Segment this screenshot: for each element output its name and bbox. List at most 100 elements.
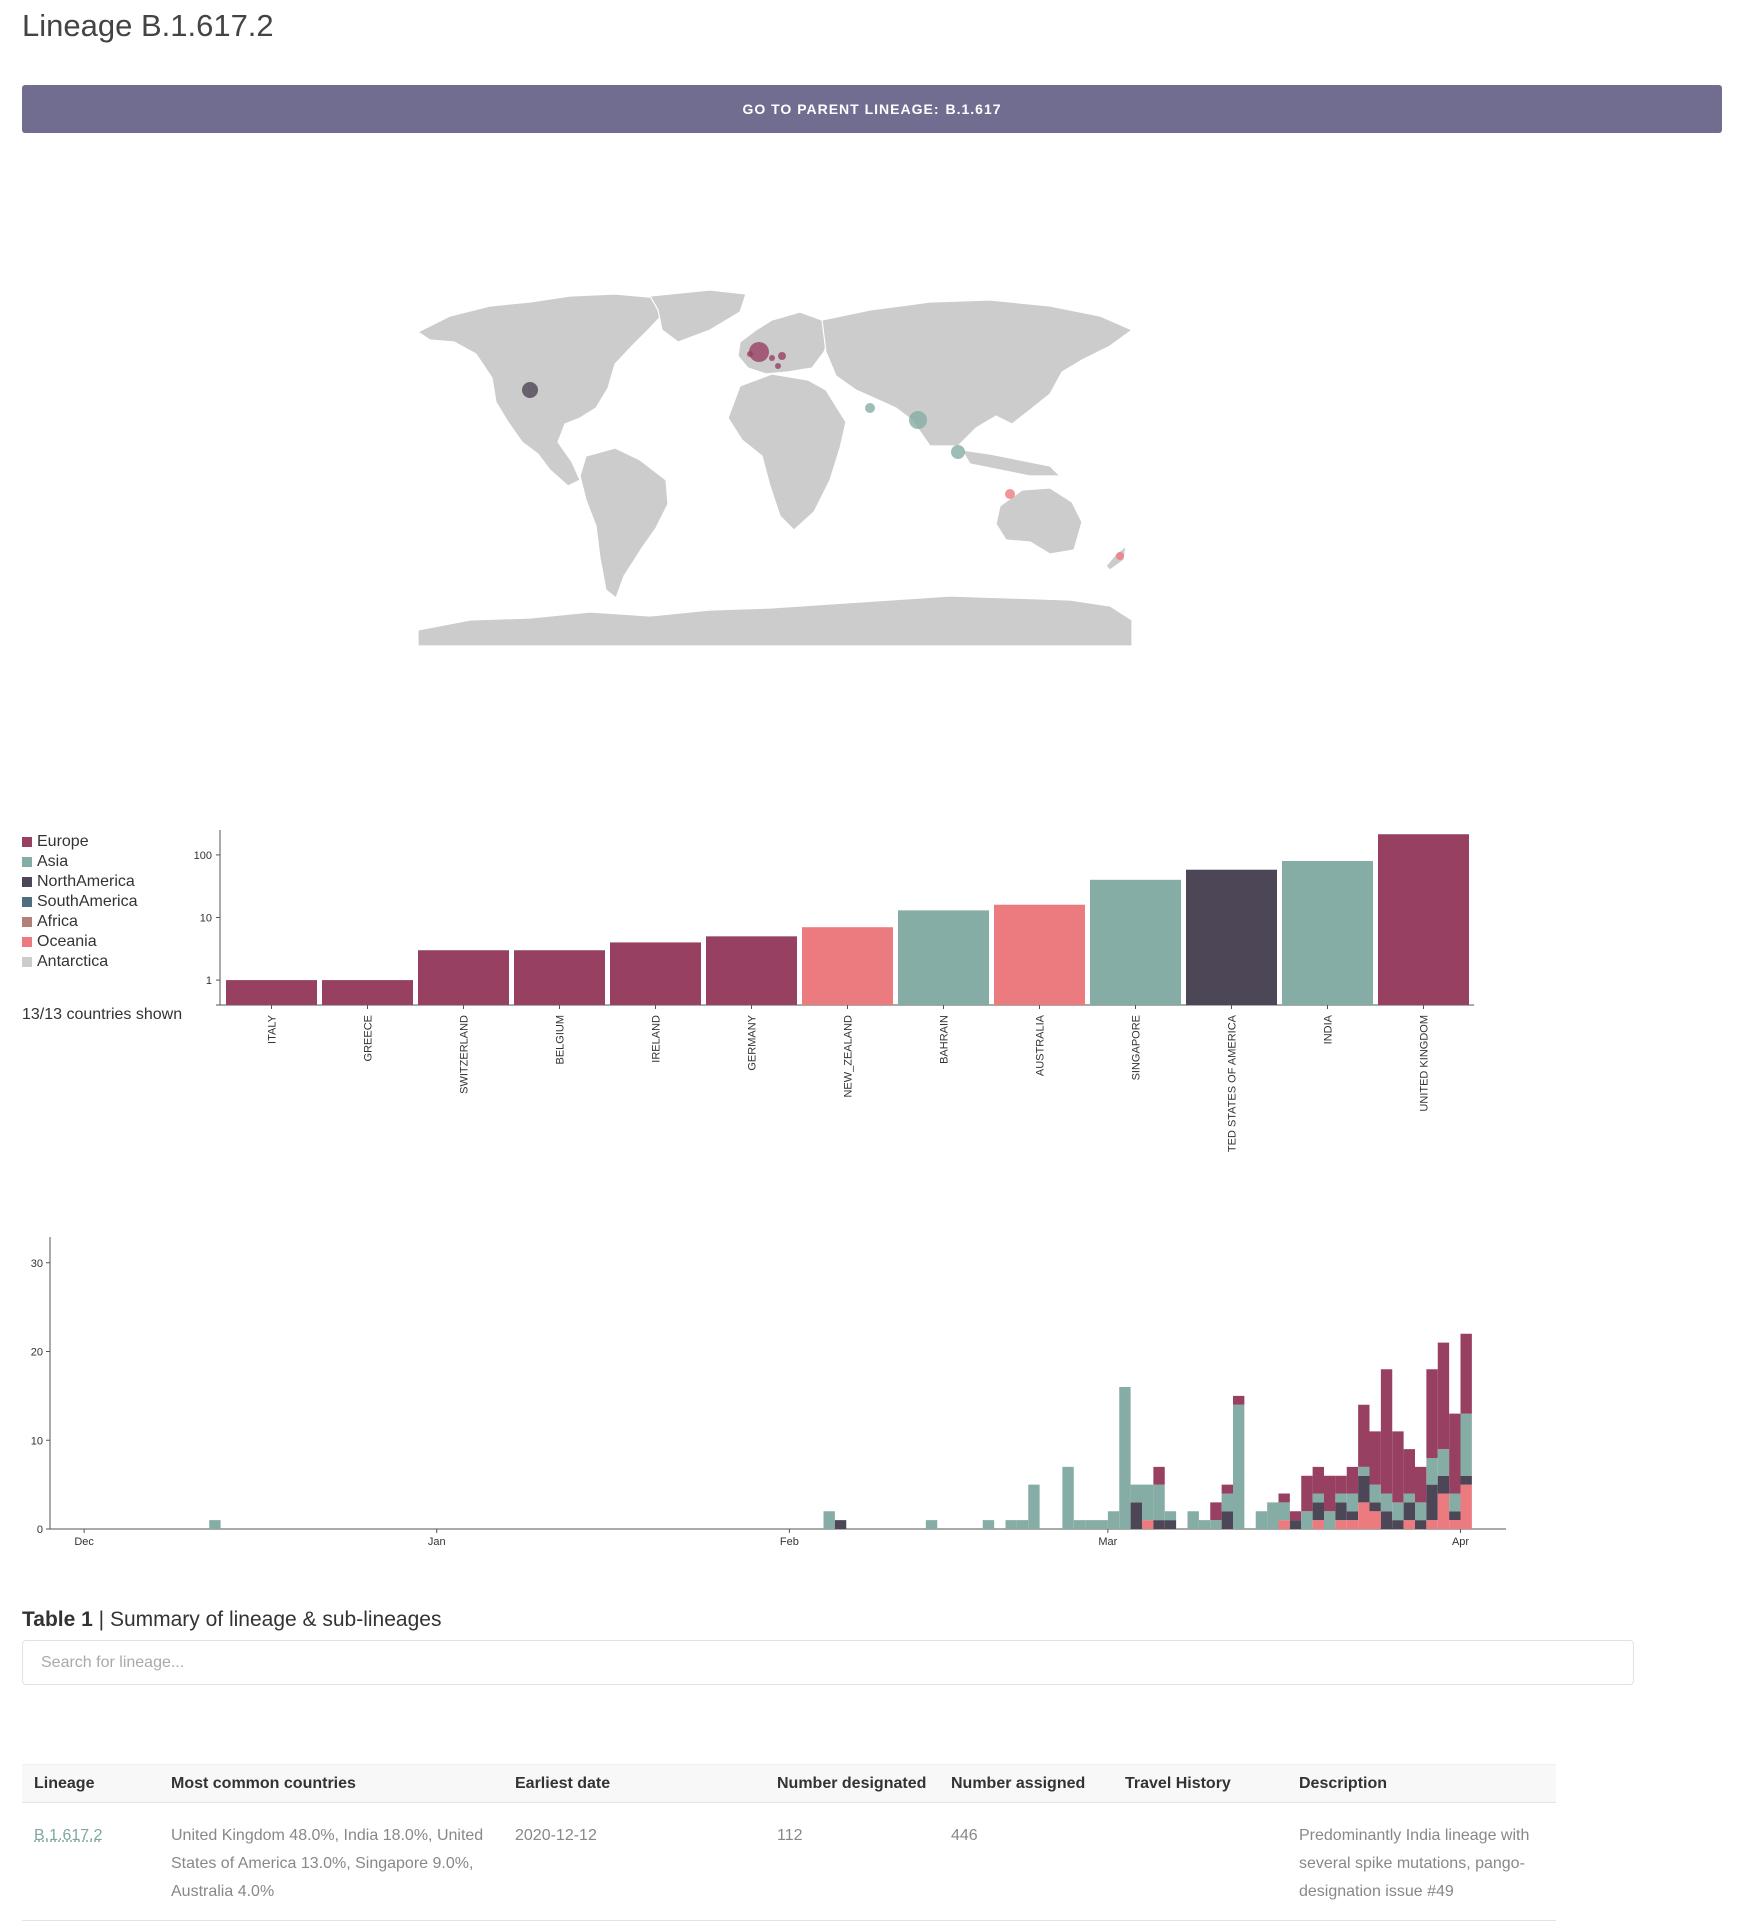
timeseries-bar-europe[interactable] (1392, 1431, 1404, 1503)
bar-ted-states-of-america[interactable] (1186, 869, 1277, 1005)
bar-new-zealand[interactable] (802, 927, 893, 1005)
column-header-earliest-date[interactable]: Earliest date (503, 1764, 765, 1803)
timeseries-bar-asia[interactable] (1392, 1502, 1404, 1521)
column-header-designated[interactable]: Number designated (765, 1764, 939, 1803)
map-point-australia[interactable] (1005, 489, 1015, 499)
timeseries-bar-asia[interactable] (1233, 1404, 1245, 1529)
timeseries-bar-asia[interactable] (1153, 1484, 1165, 1521)
timeseries-bar-europe[interactable] (1426, 1369, 1438, 1458)
timeseries-bar-asia[interactable] (1369, 1484, 1381, 1503)
timeseries-bar-europe[interactable] (1415, 1466, 1427, 1503)
timeseries-bar-asia[interactable] (1324, 1511, 1336, 1529)
map-point-bahrain[interactable] (865, 403, 875, 413)
timeseries-bar-europe[interactable] (1403, 1449, 1415, 1494)
timeseries-bar-asia[interactable] (1380, 1493, 1393, 1512)
timeseries-bar-asia[interactable] (1130, 1484, 1142, 1503)
bar-singapore[interactable] (1090, 879, 1181, 1005)
lineage-search-input[interactable] (22, 1640, 1634, 1685)
timeseries-bar-oceania[interactable] (1426, 1520, 1438, 1529)
timeseries-bar-asia[interactable] (1016, 1520, 1029, 1529)
timeseries-bar-europe[interactable] (1210, 1502, 1222, 1521)
legend-item-northamerica[interactable]: NorthAmerica (22, 872, 138, 892)
timeseries-bar-oceania[interactable] (1346, 1520, 1359, 1529)
parent-lineage-button[interactable]: GO TO PARENT LINEAGE: B.1.617 (22, 85, 1722, 133)
timeseries-bar-asia[interactable] (1210, 1520, 1222, 1529)
timeseries-bar-asia[interactable] (1096, 1520, 1108, 1529)
timeseries-bar-asia[interactable] (1278, 1502, 1290, 1521)
timeseries-bar-asia[interactable] (1107, 1511, 1120, 1529)
timeseries-bar-asia[interactable] (1346, 1493, 1359, 1512)
legend-item-europe[interactable]: Europe (22, 832, 138, 852)
timeseries-bar-europe[interactable] (1233, 1395, 1245, 1405)
bar-bahrain[interactable] (898, 910, 989, 1005)
timeseries-bar-oceania[interactable] (1142, 1520, 1154, 1529)
timeseries-bar-northamerica[interactable] (834, 1520, 847, 1529)
timeseries-bar-northamerica[interactable] (1221, 1511, 1233, 1529)
timeseries-bar-northamerica[interactable] (1460, 1475, 1472, 1485)
timeseries-bar-oceania[interactable] (1449, 1520, 1461, 1529)
timeseries-bar-asia[interactable] (209, 1520, 221, 1529)
timeseries-bar-northamerica[interactable] (1415, 1520, 1427, 1529)
bar-germany[interactable] (706, 936, 797, 1005)
timeseries-bar-northamerica[interactable] (1346, 1511, 1359, 1521)
timeseries-bar-oceania[interactable] (1437, 1493, 1450, 1530)
timeseries-bar-northamerica[interactable] (1153, 1520, 1165, 1529)
timeseries-bar-europe[interactable] (1221, 1484, 1233, 1494)
timeseries-bar-asia[interactable] (1460, 1413, 1472, 1476)
timeseries-bar-northamerica[interactable] (1164, 1520, 1177, 1529)
legend-item-africa[interactable]: Africa (22, 912, 138, 932)
bar-greece[interactable] (322, 980, 413, 1005)
bar-switzerland[interactable] (418, 950, 509, 1005)
timeseries-bar-asia[interactable] (1028, 1484, 1040, 1529)
timeseries-bar-asia[interactable] (1005, 1520, 1017, 1529)
bar-united-kingdom[interactable] (1378, 834, 1469, 1005)
timeseries-bar-northamerica[interactable] (1312, 1502, 1324, 1521)
timeseries-bar-asia[interactable] (1198, 1520, 1211, 1529)
timeseries-bar-asia[interactable] (1187, 1511, 1199, 1529)
timeseries-bar-europe[interactable] (1460, 1333, 1472, 1414)
timeseries-bar-europe[interactable] (1301, 1475, 1313, 1512)
map-point-united-kingdom[interactable] (749, 342, 769, 362)
map-point-belgium[interactable] (769, 355, 775, 361)
timeseries-bar-oceania[interactable] (1369, 1511, 1381, 1529)
timeseries-bar-europe[interactable] (1335, 1475, 1347, 1494)
bar-belgium[interactable] (514, 950, 605, 1005)
timeseries-bar-asia[interactable] (925, 1520, 938, 1529)
timeseries-bar-northamerica[interactable] (1335, 1502, 1347, 1521)
timeseries-bar-europe[interactable] (1324, 1475, 1336, 1512)
timeseries-bar-northamerica[interactable] (1380, 1511, 1393, 1529)
bar-india[interactable] (1282, 860, 1373, 1005)
timeseries-bar-oceania[interactable] (1335, 1520, 1347, 1529)
timeseries-bar-europe[interactable] (1437, 1342, 1450, 1450)
column-header-assigned[interactable]: Number assigned (939, 1764, 1113, 1803)
timeseries-bar-europe[interactable] (1369, 1431, 1381, 1485)
timeseries-bar-asia[interactable] (1085, 1520, 1097, 1529)
timeseries-bar-asia[interactable] (1426, 1458, 1438, 1485)
timeseries-bar-europe[interactable] (1380, 1369, 1393, 1494)
legend-item-oceania[interactable]: Oceania (22, 932, 138, 952)
timeseries-bar-northamerica[interactable] (1403, 1502, 1415, 1521)
map-point-germany[interactable] (778, 352, 786, 360)
timeseries-bar-northamerica[interactable] (1437, 1475, 1450, 1494)
timeseries-bar-asia[interactable] (823, 1511, 835, 1529)
bar-italy[interactable] (226, 980, 317, 1005)
bar-ireland[interactable] (610, 942, 701, 1005)
timeseries-bar-europe[interactable] (1289, 1511, 1302, 1521)
column-header-travel-history[interactable]: Travel History (1113, 1764, 1287, 1803)
timeseries-bar-oceania[interactable] (1312, 1520, 1324, 1529)
timeseries-bar-asia[interactable] (1142, 1484, 1154, 1521)
column-header-lineage[interactable]: Lineage (22, 1764, 159, 1803)
timeseries-bar-asia[interactable] (1312, 1493, 1324, 1503)
map-point-united-states-of-america[interactable] (522, 382, 538, 398)
timeseries-bar-northamerica[interactable] (1426, 1484, 1438, 1521)
timeseries-bar-northamerica[interactable] (1289, 1520, 1302, 1529)
timeseries-bar-asia[interactable] (1301, 1511, 1313, 1529)
map-point-india[interactable] (909, 411, 927, 429)
map-point-ireland[interactable] (747, 351, 753, 357)
legend-item-antarctica[interactable]: Antarctica (22, 952, 138, 972)
timeseries-bar-northamerica[interactable] (1392, 1520, 1404, 1529)
timeseries-bar-europe[interactable] (1358, 1404, 1370, 1467)
timeseries-bar-europe[interactable] (1278, 1493, 1290, 1503)
timeseries-bar-asia[interactable] (1255, 1511, 1268, 1529)
timeseries-bar-europe[interactable] (1153, 1466, 1165, 1485)
